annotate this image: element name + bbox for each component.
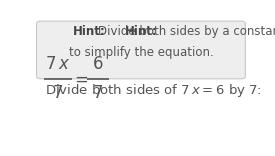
Text: Divide both sides by a constant: Divide both sides by a constant [98,25,275,38]
Text: $7$: $7$ [52,84,63,102]
Text: Hint:: Hint: [125,25,157,38]
Text: to simplify the equation.: to simplify the equation. [68,46,213,59]
Text: $6$: $6$ [92,55,104,73]
Text: $7\,x$: $7\,x$ [45,55,70,73]
Text: Divide both sides of $7\,x = 6$ by 7:: Divide both sides of $7\,x = 6$ by 7: [45,82,262,99]
Text: $=$: $=$ [71,70,88,88]
Text: Hint:: Hint: [73,25,106,38]
Text: $7$: $7$ [92,84,103,102]
FancyBboxPatch shape [37,21,245,79]
